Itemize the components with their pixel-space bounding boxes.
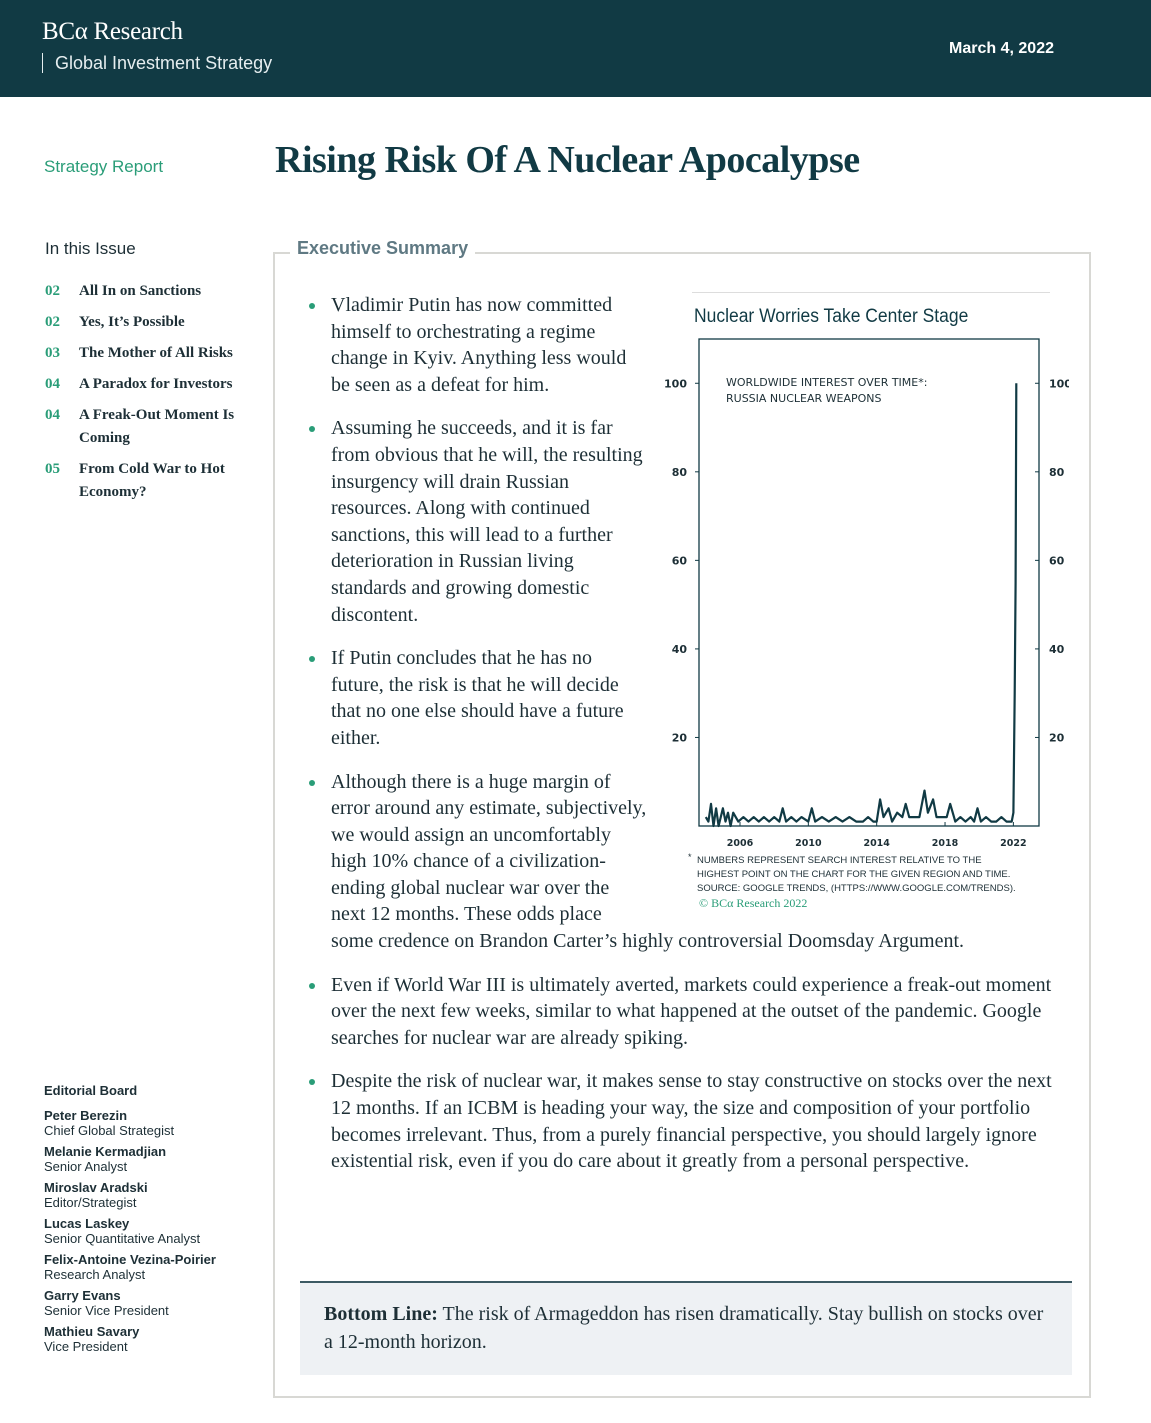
toc-page: 05 xyxy=(45,461,60,477)
toc-label: A Freak-Out Moment Is Coming xyxy=(79,407,235,446)
executive-summary-label: Executive Summary xyxy=(290,238,476,259)
summary-bullet: If Putin concludes that he has no future… xyxy=(301,645,1069,751)
bottom-line: Bottom Line: The risk of Armageddon has … xyxy=(300,1281,1072,1375)
plot-frame xyxy=(698,338,1040,827)
board-member: Miroslav Aradski Editor/Strategist xyxy=(44,1180,264,1211)
toc-page: 02 xyxy=(45,314,60,330)
editorial-board: Editorial Board Peter Berezin Chief Globa… xyxy=(44,1083,264,1360)
member-role: Chief Global Strategist xyxy=(44,1123,175,1138)
chart-annotation: WORLDWIDE INTEREST OVER TIME*: xyxy=(726,376,927,389)
member-name: Garry Evans xyxy=(44,1287,121,1303)
report-type: Strategy Report xyxy=(44,157,164,176)
board-member: Garry Evans Senior Vice President xyxy=(44,1288,264,1319)
chart-footnote: NUMBERS REPRESENT SEARCH INTEREST RELATI… xyxy=(697,854,1077,896)
bottom-line-text: The risk of Armageddon has risen dramati… xyxy=(324,1303,1044,1353)
member-name: Miroslav Aradski xyxy=(44,1179,148,1195)
summary-bullet: Even if World War III is ultimately aver… xyxy=(301,972,1069,1052)
member-role: Research Analyst xyxy=(44,1267,146,1282)
chart-annotation: RUSSIA NUCLEAR WEAPONS xyxy=(726,392,882,405)
member-name: Peter Berezin xyxy=(44,1107,128,1123)
y-tick-label-left: 20 xyxy=(672,731,688,744)
toc-item[interactable]: 04 A Freak-Out Moment Is Coming xyxy=(45,404,265,450)
member-role: Senior Analyst xyxy=(44,1159,128,1174)
report-date: March 4, 2022 xyxy=(949,40,1054,57)
member-role: Senior Vice President xyxy=(44,1303,169,1318)
board-member: Lucas Laskey Senior Quantitative Analyst xyxy=(44,1216,264,1247)
page-title: Rising Risk Of A Nuclear Apocalypse xyxy=(275,139,860,181)
x-tick-label: 2010 xyxy=(795,838,822,849)
y-tick-label-right: 20 xyxy=(1049,731,1065,744)
toc-label: All In on Sanctions xyxy=(79,283,202,299)
footnote-line: SOURCE: GOOGLE TRENDS, (HTTPS://WWW.GOOG… xyxy=(697,883,1016,894)
toc-label: A Paradox for Investors xyxy=(79,376,233,392)
report-header: BCα Research Global Investment Strategy … xyxy=(0,0,1151,97)
footnote-line: NUMBERS REPRESENT SEARCH INTEREST RELATI… xyxy=(697,855,982,866)
x-tick-label: 2018 xyxy=(932,838,959,849)
y-tick-label-right: 80 xyxy=(1049,466,1065,479)
board-member: Felix-Antoine Vezina-Poirier Research Ana… xyxy=(44,1252,264,1283)
toc-item[interactable]: 02 All In on Sanctions xyxy=(45,280,265,303)
y-tick-label-left: 40 xyxy=(672,643,688,656)
member-role: Vice President xyxy=(44,1339,128,1354)
board-member: Melanie Kermadjian Senior Analyst xyxy=(44,1144,264,1175)
member-role: Senior Quantitative Analyst xyxy=(44,1231,201,1246)
table-of-contents: 02 All In on Sanctions 02 Yes, It’s Possibl… xyxy=(45,280,265,512)
y-tick-label-left: 60 xyxy=(672,554,688,567)
toc-item[interactable]: 05 From Cold War to Hot Economy? xyxy=(45,458,265,504)
y-tick-label-left: 80 xyxy=(672,466,688,479)
member-role: Editor/Strategist xyxy=(44,1195,137,1210)
footnote-marker: * xyxy=(688,852,692,862)
chart-rule xyxy=(692,292,1050,293)
summary-bullet: Despite the risk of nuclear war, it make… xyxy=(301,1068,1069,1174)
member-name: Lucas Laskey xyxy=(44,1215,130,1231)
series-line xyxy=(704,383,1018,828)
summary-bullet: Vladimir Putin has now committed himself… xyxy=(301,292,1069,398)
board-heading: Editorial Board xyxy=(44,1083,138,1098)
toc-label: From Cold War to Hot Economy? xyxy=(79,461,225,500)
toc-heading: In this Issue xyxy=(45,239,136,258)
member-name: Mathieu Savary xyxy=(44,1323,140,1339)
executive-summary-box: Executive Summary Nuclear Worries Take C… xyxy=(273,238,1091,1398)
summary-bullets: Vladimir Putin has now committed himself… xyxy=(301,292,1069,1175)
chart-plot: 20 20 40 40 60 60 80 80 100 100 2006 2010 2014 2018 20… xyxy=(664,338,1069,849)
bottom-line-label: Bottom Line: xyxy=(324,1303,438,1325)
x-tick-label: 2006 xyxy=(727,838,754,849)
x-tick-label: 2022 xyxy=(1000,838,1026,849)
chart-title: Nuclear Worries Take Center Stage xyxy=(694,306,969,327)
summary-bullet: Although there is a huge margin of error… xyxy=(301,769,1069,955)
toc-item[interactable]: 03 The Mother of All Risks xyxy=(45,342,265,365)
x-tick-label: 2014 xyxy=(863,838,890,849)
y-tick-label-right: 40 xyxy=(1049,643,1065,656)
chart: Nuclear Worries Take Center Stage 20 20 40… xyxy=(657,292,1069,917)
member-name: Felix-Antoine Vezina-Poirier xyxy=(44,1251,216,1267)
toc-page: 03 xyxy=(45,345,60,361)
footnote-line: HIGHEST POINT ON THE CHART FOR THE GIVEN… xyxy=(697,869,1011,880)
toc-page: 04 xyxy=(45,376,60,392)
y-tick-label-right: 60 xyxy=(1049,554,1065,567)
board-member: Mathieu Savary Vice President xyxy=(44,1324,264,1355)
toc-label: The Mother of All Risks xyxy=(79,345,233,361)
toc-page: 04 xyxy=(45,407,60,423)
toc-page: 02 xyxy=(45,283,60,299)
toc-label: Yes, It’s Possible xyxy=(79,314,185,330)
series-name: Global Investment Strategy xyxy=(42,53,272,73)
y-tick-label-left: 100 xyxy=(664,377,687,390)
toc-item[interactable]: 02 Yes, It’s Possible xyxy=(45,311,265,334)
chart-copyright: © BCα Research 2022 xyxy=(699,896,808,910)
board-member: Peter Berezin Chief Global Strategist xyxy=(44,1108,264,1139)
summary-bullet: Assuming he succeeds, and it is far from… xyxy=(301,415,1069,628)
y-tick-label-right: 100 xyxy=(1049,377,1069,390)
bca-logo: BCα Research xyxy=(42,18,183,45)
toc-item[interactable]: 04 A Paradox for Investors xyxy=(45,373,265,396)
member-name: Melanie Kermadjian xyxy=(44,1143,167,1159)
